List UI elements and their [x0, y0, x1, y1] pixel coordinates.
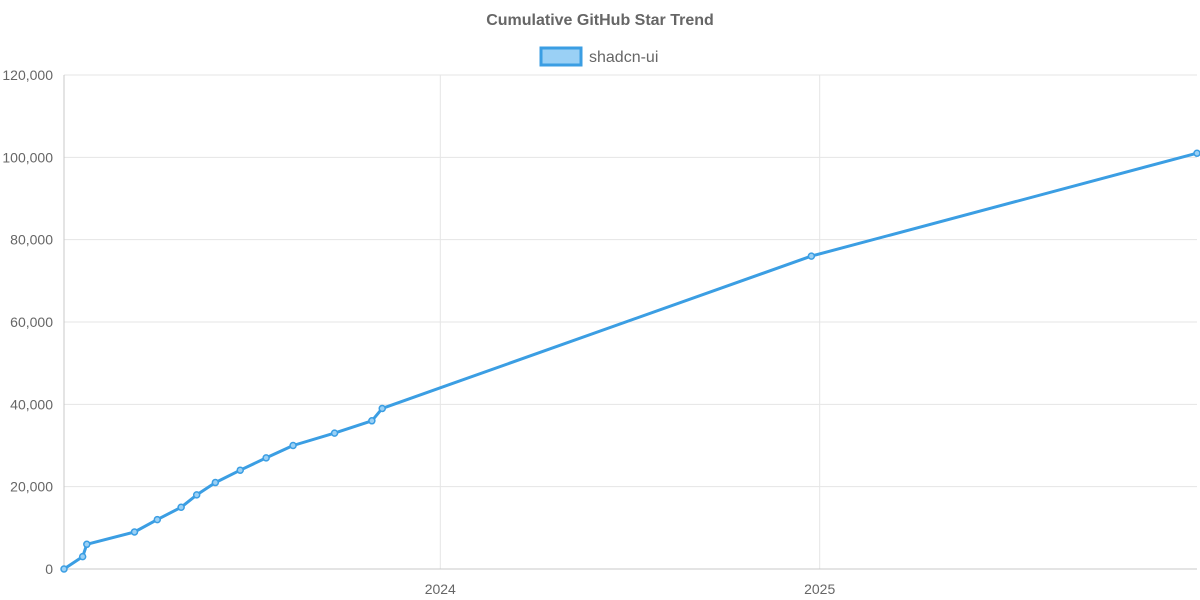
data-point[interactable]: [211, 478, 220, 487]
y-tick-label: 20,000: [10, 479, 53, 495]
data-point[interactable]: [330, 429, 339, 437]
series-shadcn-ui: [62, 151, 1199, 571]
chart-title: Cumulative GitHub Star Trend: [486, 12, 714, 29]
data-point[interactable]: [1193, 149, 1200, 157]
data-point[interactable]: [289, 441, 297, 450]
data-point[interactable]: [153, 515, 162, 524]
data-point[interactable]: [192, 491, 201, 499]
data-point[interactable]: [368, 417, 376, 425]
y-tick-label: 0: [45, 561, 53, 577]
grid: [64, 74, 1197, 569]
data-point[interactable]: [130, 528, 139, 536]
data-point[interactable]: [236, 466, 244, 474]
legend[interactable]: shadcn-ui: [539, 46, 658, 67]
data-point[interactable]: [378, 404, 386, 413]
y-tick-label: 60,000: [10, 314, 53, 330]
data-point[interactable]: [83, 540, 91, 549]
x-tick-label: 2024: [425, 581, 456, 597]
data-point[interactable]: [60, 565, 68, 573]
y-tick-label: 100,000: [2, 149, 53, 165]
y-tick-label: 80,000: [10, 232, 53, 248]
y-tick-label: 120,000: [2, 67, 53, 83]
series-line: [62, 151, 1199, 571]
y-tick-label: 40,000: [10, 396, 53, 412]
legend-swatch[interactable]: [539, 46, 583, 67]
x-tick-label: 2025: [804, 581, 835, 597]
data-point[interactable]: [807, 252, 816, 260]
y-tick-labels: 0 20,000 40,000 60,000 80,000 100,000 120,000: [2, 67, 53, 577]
data-point[interactable]: [78, 552, 87, 561]
data-point[interactable]: [177, 503, 185, 511]
x-tick-labels: 2024 2025: [425, 581, 836, 597]
axes: [63, 75, 1197, 570]
data-points: [60, 149, 1200, 573]
data-point[interactable]: [262, 454, 270, 462]
legend-label[interactable]: shadcn-ui: [589, 49, 658, 66]
